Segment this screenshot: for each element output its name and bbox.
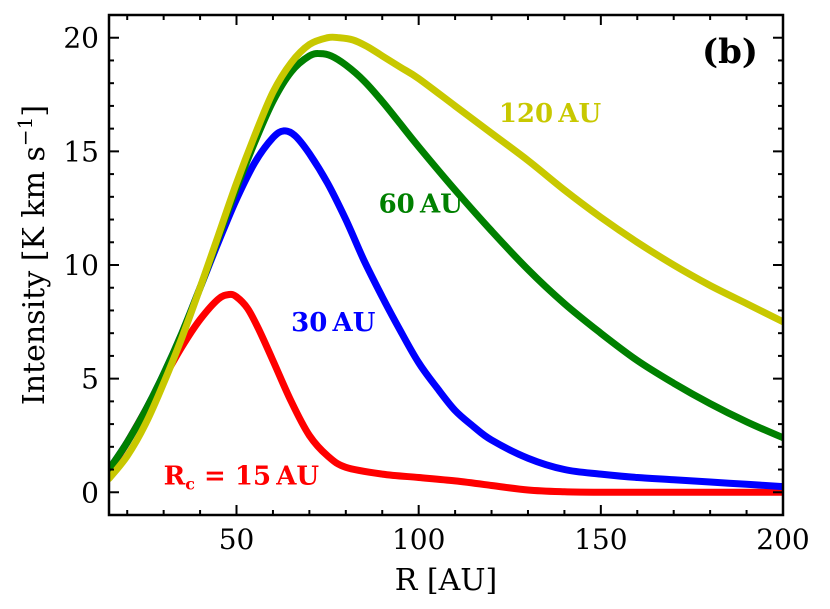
x-tick-label: 50 — [219, 523, 255, 556]
series-label-text: 30 AU — [291, 308, 376, 338]
x-tick-label: 200 — [756, 523, 809, 556]
y-axis-title-sup: −1 — [13, 117, 37, 146]
y-tick-label: 0 — [81, 476, 99, 509]
y-axis-title-main: Intensity [K km s — [17, 146, 52, 405]
series-label-text: = 15 AU — [195, 461, 319, 491]
panel-label: (b) — [702, 32, 758, 72]
y-tick-label: 10 — [63, 249, 99, 282]
series-label-symbol: R — [164, 461, 186, 491]
x-axis-title: R [AU] — [395, 563, 497, 598]
x-tick-label: 100 — [392, 523, 445, 556]
x-tick-label: 150 — [574, 523, 627, 556]
series-label-60au: 60 AU — [379, 190, 464, 220]
series-label-15au: Rc = 15 AU — [164, 461, 320, 493]
y-tick-label: 20 — [63, 22, 99, 55]
series-layer — [109, 33, 783, 496]
y-tick-label: 5 — [81, 363, 99, 396]
series-label-text: 120 AU — [499, 99, 602, 129]
series-line-15au — [109, 290, 783, 496]
series-label-text: 60 AU — [379, 190, 464, 220]
y-axis-title-close: ] — [17, 105, 52, 117]
series-label-120au: 120 AU — [499, 99, 602, 129]
series-label-subscript: c — [185, 474, 195, 493]
y-tick-label: 15 — [63, 135, 99, 168]
y-axis-title: Intensity [K km s−1] — [13, 105, 52, 405]
tick-layer: 50 100 150 200 0 5 10 15 20 — [63, 14, 810, 556]
series-line-120au — [109, 33, 783, 483]
series-label-30au: 30 AU — [291, 308, 376, 338]
